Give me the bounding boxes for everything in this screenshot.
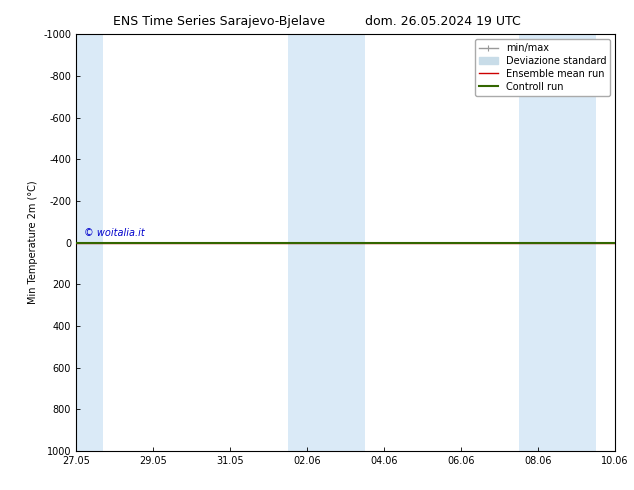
Y-axis label: Min Temperature 2m (°C): Min Temperature 2m (°C) bbox=[28, 181, 37, 304]
Bar bbox=[519, 34, 596, 451]
Bar bbox=[76, 34, 103, 451]
Bar bbox=[288, 34, 365, 451]
Text: © woitalia.it: © woitalia.it bbox=[84, 228, 145, 238]
Legend: min/max, Deviazione standard, Ensemble mean run, Controll run: min/max, Deviazione standard, Ensemble m… bbox=[475, 39, 610, 96]
Text: ENS Time Series Sarajevo-Bjelave          dom. 26.05.2024 19 UTC: ENS Time Series Sarajevo-Bjelave dom. 26… bbox=[113, 15, 521, 28]
